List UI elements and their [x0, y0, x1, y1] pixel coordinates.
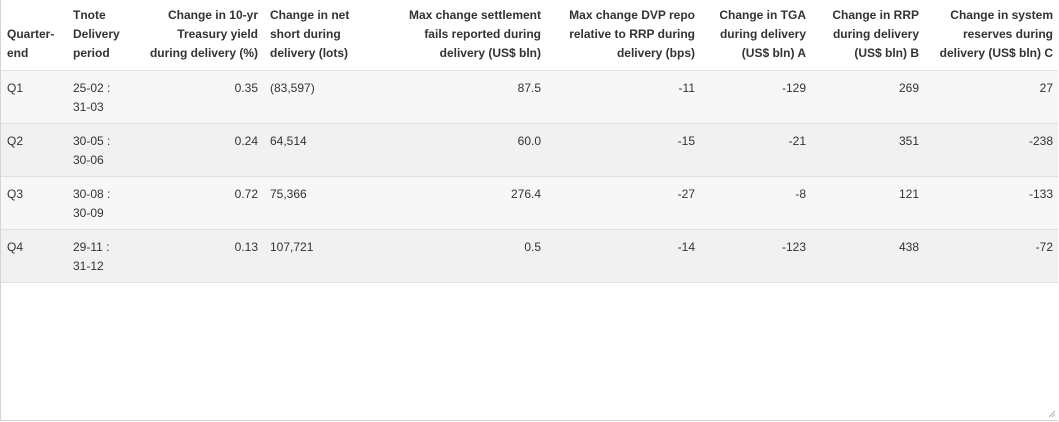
cell-delivery-period: 25-02 : 31-03	[67, 70, 131, 124]
delivery-data-table: Quarter-end Tnote Delivery period Change…	[1, 0, 1058, 283]
header-quarter-end[interactable]: Quarter-end	[1, 0, 67, 71]
cell-tga-change: -123	[701, 229, 812, 283]
cell-reserves-change: -133	[925, 176, 1058, 230]
header-max-change-dvp-repo[interactable]: Max change DVP repo relative to RRP duri…	[547, 0, 701, 71]
cell-quarter: Q2	[1, 123, 67, 177]
cell-net-short-change: 64,514	[264, 123, 378, 177]
cell-rrp-change: 269	[812, 70, 925, 124]
table-row: Q4 29-11 : 31-12 0.13 107,721 0.5 -14 -1…	[1, 229, 1058, 283]
cell-net-short-change: 75,366	[264, 176, 378, 230]
cell-yield-change: 0.35	[131, 70, 264, 124]
cell-reserves-change: 27	[925, 70, 1058, 124]
cell-tga-change: -8	[701, 176, 812, 230]
cell-dvp-repo: -14	[547, 229, 701, 283]
cell-yield-change: 0.24	[131, 123, 264, 177]
resize-handle-icon[interactable]	[1048, 410, 1056, 418]
cell-dvp-repo: -27	[547, 176, 701, 230]
cell-delivery-period: 30-05 : 30-06	[67, 123, 131, 177]
cell-settlement-fails: 87.5	[378, 70, 547, 124]
cell-delivery-period: 29-11 : 31-12	[67, 229, 131, 283]
cell-dvp-repo: -15	[547, 123, 701, 177]
cell-rrp-change: 121	[812, 176, 925, 230]
header-change-system-reserves[interactable]: Change in system reserves during deliver…	[925, 0, 1058, 71]
cell-quarter: Q1	[1, 70, 67, 124]
header-change-10yr-yield[interactable]: Change in 10-yr Treasury yield during de…	[131, 0, 264, 71]
header-change-rrp[interactable]: Change in RRP during delivery (US$ bln) …	[812, 0, 925, 71]
cell-dvp-repo: -11	[547, 70, 701, 124]
table-row: Q2 30-05 : 30-06 0.24 64,514 60.0 -15 -2…	[1, 123, 1058, 177]
header-change-tga[interactable]: Change in TGA during delivery (US$ bln) …	[701, 0, 812, 71]
cell-yield-change: 0.72	[131, 176, 264, 230]
cell-settlement-fails: 60.0	[378, 123, 547, 177]
header-max-change-settlement-fails[interactable]: Max change settlement fails reported dur…	[378, 0, 547, 71]
cell-rrp-change: 351	[812, 123, 925, 177]
cell-rrp-change: 438	[812, 229, 925, 283]
cell-tga-change: -21	[701, 123, 812, 177]
header-tnote-delivery-period[interactable]: Tnote Delivery period	[67, 0, 131, 71]
cell-net-short-change: (83,597)	[264, 70, 378, 124]
cell-reserves-change: -238	[925, 123, 1058, 177]
cell-net-short-change: 107,721	[264, 229, 378, 283]
cell-reserves-change: -72	[925, 229, 1058, 283]
header-change-net-short[interactable]: Change in net short during delivery (lot…	[264, 0, 378, 71]
cell-settlement-fails: 276.4	[378, 176, 547, 230]
cell-settlement-fails: 0.5	[378, 229, 547, 283]
cell-delivery-period: 30-08 : 30-09	[67, 176, 131, 230]
table-header-row: Quarter-end Tnote Delivery period Change…	[1, 0, 1058, 71]
cell-quarter: Q4	[1, 229, 67, 283]
cell-yield-change: 0.13	[131, 229, 264, 283]
table-row: Q3 30-08 : 30-09 0.72 75,366 276.4 -27 -…	[1, 176, 1058, 230]
cell-tga-change: -129	[701, 70, 812, 124]
table-row: Q1 25-02 : 31-03 0.35 (83,597) 87.5 -11 …	[1, 70, 1058, 124]
cell-quarter: Q3	[1, 176, 67, 230]
